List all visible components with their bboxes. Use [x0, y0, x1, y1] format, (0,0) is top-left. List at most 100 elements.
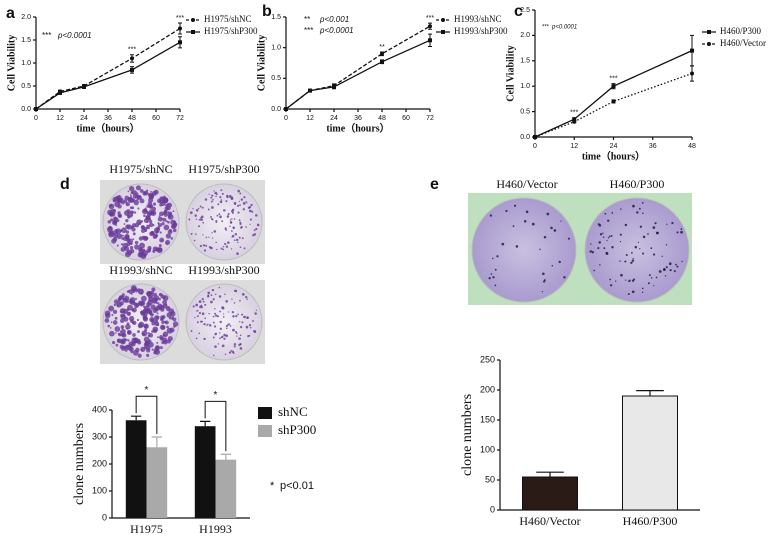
marker [380, 59, 384, 64]
marker [34, 107, 38, 111]
panel-label: c [514, 3, 523, 20]
colony [143, 305, 146, 308]
colony [243, 247, 246, 250]
colony [214, 308, 216, 310]
colony [636, 211, 639, 214]
colony [488, 277, 491, 280]
colony [195, 303, 199, 307]
colony [221, 220, 224, 223]
colony [127, 214, 130, 218]
colony [245, 226, 247, 228]
colony [652, 253, 656, 256]
colony [233, 218, 236, 220]
colony [256, 223, 260, 227]
colony [159, 231, 162, 234]
error-bar [536, 471, 564, 477]
colony [681, 260, 683, 263]
colony [127, 311, 131, 315]
colony [219, 215, 222, 219]
colony [121, 227, 127, 234]
colony [190, 330, 193, 332]
y-tick-label: 0.5 [21, 83, 31, 90]
colony [249, 223, 251, 225]
legend-label: H1975/shP300 [204, 26, 258, 36]
colony [631, 290, 635, 294]
marker [572, 119, 577, 124]
colony [109, 327, 112, 329]
colony [154, 345, 160, 351]
y-tick-label: 1.0 [21, 60, 31, 67]
colony [239, 334, 242, 337]
colony [158, 244, 162, 248]
significance-bracket [135, 395, 158, 434]
colony [204, 317, 206, 320]
colony [655, 276, 658, 279]
colony [248, 205, 252, 209]
colony [228, 194, 232, 198]
colony [219, 337, 221, 340]
colony [226, 215, 230, 218]
legend-label: shNC [278, 404, 308, 419]
colony [233, 289, 236, 292]
colony [155, 230, 159, 234]
colony [125, 338, 128, 342]
colony [131, 198, 136, 203]
colony [132, 286, 137, 292]
note-star: * [270, 480, 275, 492]
marker [572, 117, 577, 122]
stats-p: p<0.0001 [319, 26, 354, 35]
colony [143, 311, 146, 315]
colony [113, 303, 117, 307]
colony [143, 214, 146, 217]
colony [205, 236, 208, 239]
colony [560, 220, 562, 222]
colony [125, 234, 130, 239]
colony [233, 201, 237, 205]
y-tick-label: 100 [480, 444, 495, 454]
colony [255, 227, 258, 231]
x-tick-label: 60 [402, 115, 410, 122]
colony [202, 221, 205, 224]
colony [172, 228, 177, 233]
x-tick-label: 12 [56, 115, 64, 122]
colony [543, 280, 546, 283]
colony [668, 262, 672, 266]
colony [245, 201, 247, 203]
colony [152, 249, 156, 253]
colony [114, 316, 118, 320]
colony [159, 335, 164, 340]
colony [204, 303, 207, 306]
colony [642, 212, 644, 215]
y-axis-title: Cell Viability [256, 35, 267, 91]
colony [136, 288, 141, 292]
colony [219, 327, 223, 331]
colony [242, 202, 246, 205]
colony [234, 203, 236, 206]
colony [125, 344, 130, 349]
colony [201, 297, 204, 301]
colony [143, 342, 149, 348]
colony [216, 214, 219, 217]
colony [238, 236, 241, 239]
colony [241, 313, 244, 316]
colony [146, 189, 149, 192]
colony [200, 218, 203, 221]
x-tick-label: 72 [176, 115, 184, 122]
marker [332, 84, 336, 89]
colony [505, 209, 508, 213]
marker [130, 67, 134, 72]
marker [611, 99, 616, 104]
colony [236, 252, 239, 256]
colony [235, 330, 237, 333]
colony [634, 245, 638, 249]
colony [117, 200, 121, 204]
colony [239, 223, 242, 226]
colony [211, 288, 215, 292]
colony [135, 297, 138, 300]
panel-label: a [6, 5, 15, 22]
colony [661, 255, 663, 257]
colony [129, 206, 133, 210]
colony [115, 343, 119, 347]
colony [111, 314, 114, 317]
y-tick-label: 0.0 [21, 106, 31, 113]
